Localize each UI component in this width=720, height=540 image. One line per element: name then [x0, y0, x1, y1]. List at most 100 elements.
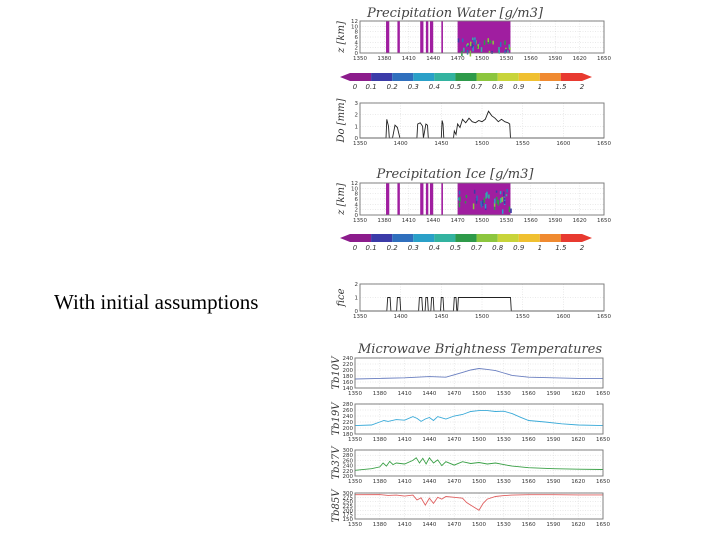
intensity-cell [470, 41, 472, 47]
y-tick-label: 12 [351, 181, 358, 187]
cloud-column [441, 183, 443, 215]
intensity-cell [489, 40, 492, 44]
colorbar-cell [560, 234, 582, 242]
colorbar-tick-label: 0.4 [429, 83, 440, 91]
colorbar-cell [371, 73, 393, 81]
x-tick-label: 1450 [434, 314, 448, 320]
intensity-cell [507, 50, 509, 54]
colorbar-cell [434, 73, 456, 81]
y-tick-label: 140 [343, 386, 354, 392]
y-tick-label: 300 [343, 448, 354, 454]
intensity-cell [504, 50, 506, 54]
y-tick-label: 220 [343, 469, 354, 475]
y-tick-label: 200 [343, 368, 354, 374]
x-tick-label: 1530 [497, 522, 511, 528]
x-tick-label: 1470 [447, 479, 461, 485]
y-tick-label: 8 [355, 30, 359, 36]
colorbar-cell [371, 234, 393, 242]
x-tick-label: 1500 [475, 141, 489, 147]
intensity-cell [505, 47, 507, 51]
x-tick-label: 1650 [596, 437, 610, 443]
colorbar-cell [476, 73, 498, 81]
intensity-cell [501, 209, 504, 214]
x-tick-label: 1620 [573, 218, 587, 224]
y-tick-label: 150 [343, 517, 354, 523]
y-tick-label: 3 [355, 101, 359, 107]
x-tick-label: 1350 [353, 314, 367, 320]
y-axis-label: Tb19V [331, 401, 342, 436]
y-tick-label: 0 [355, 51, 359, 57]
x-tick-label: 1620 [571, 479, 585, 485]
x-tick-label: 1590 [548, 218, 562, 224]
x-tick-label: 1350 [353, 56, 367, 62]
y-tick-label: 2 [355, 46, 359, 52]
plot-frame [359, 20, 605, 54]
panel-3: Precipitation Ice [g/m3] 0 0.1 0.2 0.3 0.4 0.5… [336, 167, 611, 252]
intensity-cell [493, 206, 496, 210]
plot-frame [359, 102, 605, 139]
x-tick-label: 1650 [597, 314, 611, 320]
cloud-column [429, 21, 434, 53]
cloud-column [397, 21, 400, 53]
intensity-cell [503, 191, 505, 197]
x-tick-label: 1500 [472, 391, 486, 397]
panel-2: 1350 1400 1450 1500 1550 1600 1650 0 1 2 3 Do [mm] [336, 98, 611, 147]
x-tick-label: 1560 [524, 218, 538, 224]
panel-title: Microwave Brightness Temperatures [357, 342, 602, 357]
panel-title: Precipitation Water [g/m3] [366, 6, 544, 21]
x-tick-label: 1380 [373, 391, 387, 397]
x-tick-label: 1530 [499, 218, 513, 224]
intensity-cell [476, 46, 479, 49]
intensity-cell [475, 198, 478, 204]
y-tick-label: 275 [343, 495, 354, 501]
intensity-cell [494, 198, 496, 204]
x-tick-label: 1380 [377, 56, 391, 62]
colorbar-tick-label: 0.4 [429, 244, 440, 252]
x-tick-label: 1550 [516, 141, 530, 147]
x-tick-label: 1440 [426, 218, 440, 224]
x-tick-label: 1650 [596, 479, 610, 485]
panel-8: 1350 1380 1410 1440 1470 1500 1530 1560 1590 1620… [331, 488, 610, 528]
x-tick-label: 1600 [556, 141, 570, 147]
intensity-cell [481, 201, 484, 206]
intensity-cell [509, 47, 511, 50]
y-tick-label: 1 [355, 296, 359, 302]
colorbar-cell [560, 73, 582, 81]
y-axis-label: Do [mm] [336, 98, 347, 143]
x-tick-label: 1650 [597, 141, 611, 147]
cloud-column [441, 21, 443, 53]
y-axis-label: Tb85V [331, 488, 342, 523]
plot-frame [359, 283, 605, 312]
intensity-cell [474, 37, 476, 41]
colorbar-tick-label: 0.8 [492, 244, 504, 252]
x-tick-label: 1590 [546, 479, 560, 485]
x-tick-label: 1650 [596, 522, 610, 528]
colorbar-cell [539, 73, 561, 81]
x-tick-label: 1440 [422, 437, 436, 443]
panel-5: Microwave Brightness Temperatures 1350 138… [331, 342, 610, 397]
colorbar-cell [413, 234, 435, 242]
x-tick-label: 1400 [394, 314, 408, 320]
x-tick-label: 1350 [348, 479, 362, 485]
plot-frame [354, 357, 604, 389]
cloud-column [420, 21, 424, 53]
y-axis-label: Tb37V [331, 445, 342, 480]
colorbar-tick-label: 0.1 [366, 83, 377, 91]
y-tick-label: 280 [343, 453, 354, 459]
intensity-cell [457, 38, 460, 43]
y-tick-label: 10 [351, 186, 358, 192]
y-axis-label: Tb10V [331, 355, 342, 390]
colorbar-tick-label: 1 [538, 244, 542, 252]
series-line [360, 110, 604, 139]
intensity-cell [508, 44, 510, 49]
colorbar-cell [497, 73, 519, 81]
intensity-cell [472, 46, 474, 52]
colorbar-cell [539, 234, 561, 242]
intensity-cell [472, 203, 475, 210]
x-tick-label: 1590 [546, 522, 560, 528]
colorbar-cell [392, 234, 414, 242]
plot-frame [354, 449, 604, 477]
intensity-cell [506, 188, 508, 193]
x-tick-label: 1470 [447, 391, 461, 397]
